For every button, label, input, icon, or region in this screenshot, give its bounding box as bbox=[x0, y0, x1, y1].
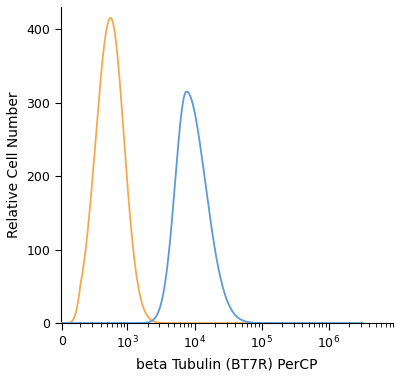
X-axis label: beta Tubulin (BT7R) PerCP: beta Tubulin (BT7R) PerCP bbox=[136, 357, 318, 371]
Y-axis label: Relative Cell Number: Relative Cell Number bbox=[7, 92, 21, 239]
